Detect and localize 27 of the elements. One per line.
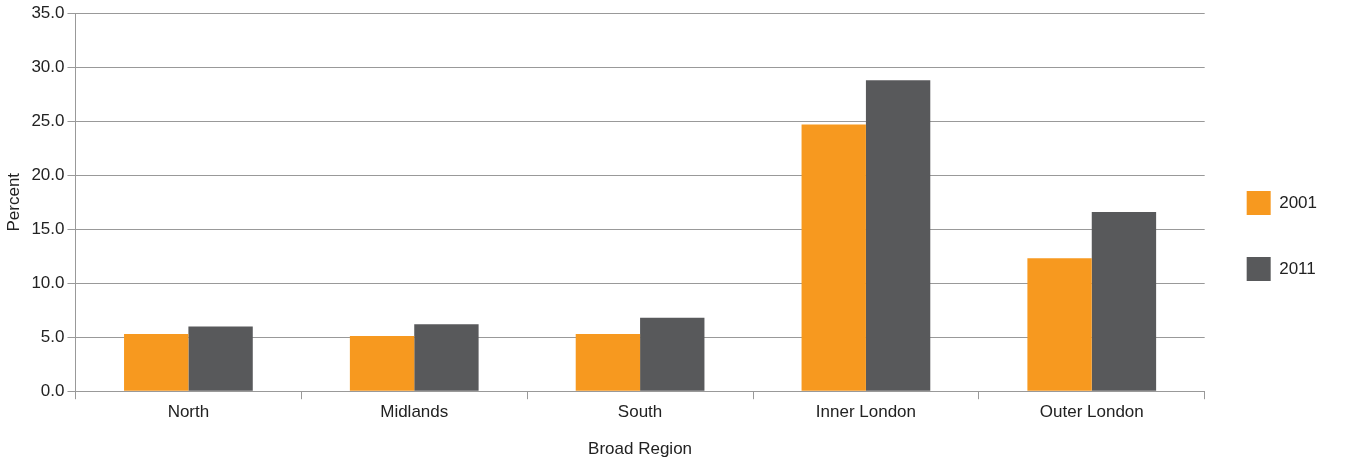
y-tick-label: 30.0: [31, 56, 65, 76]
y-tick-label: 25.0: [31, 110, 65, 130]
y-tick-label: 20.0: [31, 164, 65, 184]
x-tick-label: South: [617, 402, 663, 422]
bar: [188, 326, 253, 391]
x-tick-label: Midlands: [380, 402, 449, 422]
bar: [1091, 211, 1157, 391]
y-tick-label: 5.0: [40, 326, 65, 346]
y-tick-label: 10.0: [31, 272, 65, 292]
bar: [1027, 258, 1092, 391]
bar: [801, 124, 866, 391]
bar: [414, 324, 479, 391]
x-tick-label: Inner London: [815, 402, 917, 422]
y-tick-label: 15.0: [31, 218, 65, 238]
legend-label: 2011: [1279, 258, 1316, 278]
y-tick-label: 0.0: [40, 380, 65, 400]
x-tick-label: North: [167, 402, 210, 422]
bar: [349, 336, 415, 391]
legend-label: 2001: [1279, 192, 1318, 212]
bar: [640, 317, 705, 391]
bar: [124, 333, 189, 391]
y-axis-title: Percent: [3, 172, 23, 232]
y-tick-label: 35.0: [31, 2, 65, 22]
bar: [865, 80, 931, 391]
x-tick-label: Outer London: [1039, 402, 1144, 422]
bar: [575, 333, 641, 391]
x-axis-title: Broad Region: [588, 439, 693, 459]
